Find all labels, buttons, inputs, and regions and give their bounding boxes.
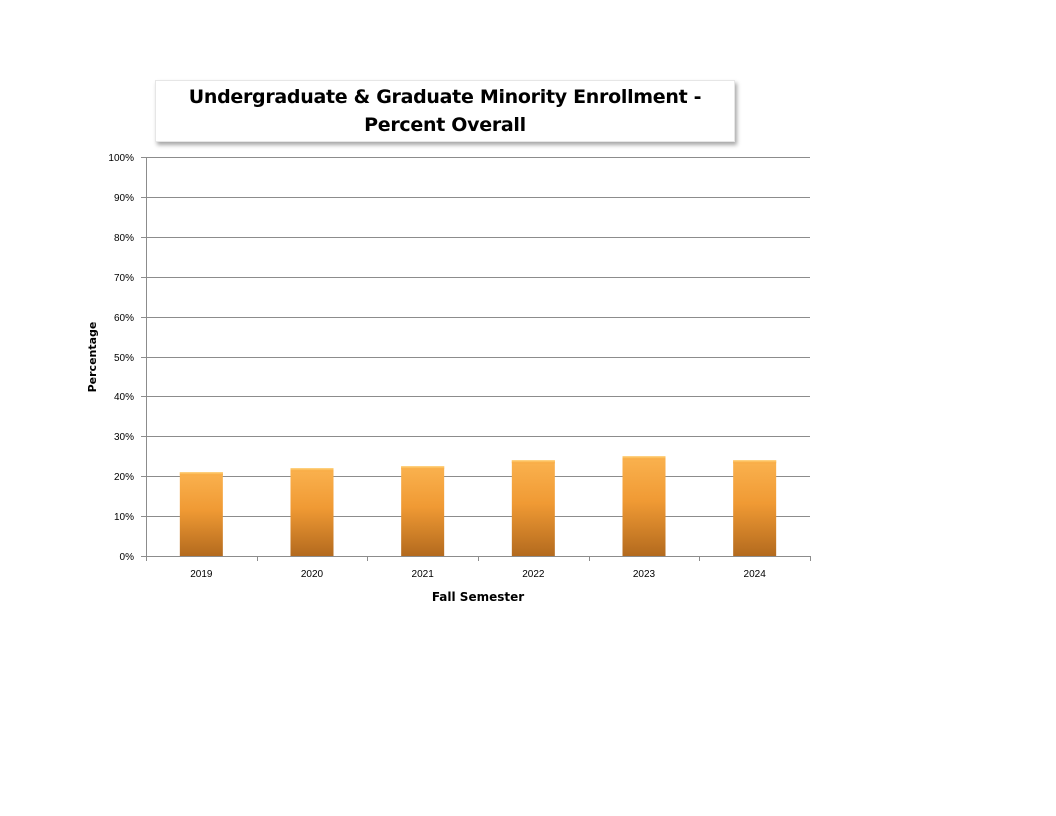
bar-body xyxy=(733,460,777,556)
y-tick-label: 90% xyxy=(114,193,134,204)
bar xyxy=(401,466,445,556)
x-axis-title: Fall Semester xyxy=(432,590,524,604)
bar-top-highlight xyxy=(622,456,666,460)
bar-body xyxy=(622,456,666,556)
bar xyxy=(511,460,555,556)
bar-body xyxy=(401,466,445,556)
chart-title-box: Undergraduate & Graduate Minority Enroll… xyxy=(155,80,735,142)
x-tick-label: 2024 xyxy=(744,569,767,580)
bar-top-highlight xyxy=(179,472,223,476)
bar-top-highlight xyxy=(290,468,334,472)
bar-body xyxy=(511,460,555,556)
x-tick-label: 2020 xyxy=(301,569,324,580)
bar xyxy=(290,468,334,556)
bar-top-highlight xyxy=(401,466,445,470)
y-tick-label: 70% xyxy=(114,273,134,284)
bars xyxy=(179,456,777,556)
bar xyxy=(622,456,666,556)
y-tick-label: 40% xyxy=(114,392,134,403)
bar-body xyxy=(290,468,334,556)
axes xyxy=(146,157,811,561)
y-tick-label: 50% xyxy=(114,353,134,364)
tick-labels: 0% 10% 20% 30% 40% 50% 60% 70% 80% 90% 100% 2019 202… xyxy=(108,153,766,580)
y-tick-label: 80% xyxy=(114,233,134,244)
bar xyxy=(733,460,777,556)
gridlines xyxy=(141,157,810,557)
y-axis-title: Percentage xyxy=(86,322,99,393)
x-tick-label: 2023 xyxy=(633,569,656,580)
y-tick-label: 20% xyxy=(114,472,134,483)
bar-body xyxy=(179,472,223,556)
y-tick-label: 60% xyxy=(114,313,134,324)
bar-top-highlight xyxy=(733,460,777,464)
y-tick-label: 10% xyxy=(114,512,134,523)
y-tick-label: 100% xyxy=(108,153,134,164)
x-tick-label: 2022 xyxy=(522,569,545,580)
bar xyxy=(179,472,223,556)
x-tick-label: 2021 xyxy=(412,569,435,580)
y-tick-label: 30% xyxy=(114,432,134,443)
y-tick-label: 0% xyxy=(120,552,135,563)
x-tick-label: 2019 xyxy=(190,569,213,580)
bar-top-highlight xyxy=(511,460,555,464)
chart-title: Undergraduate & Graduate Minority Enroll… xyxy=(188,86,702,136)
